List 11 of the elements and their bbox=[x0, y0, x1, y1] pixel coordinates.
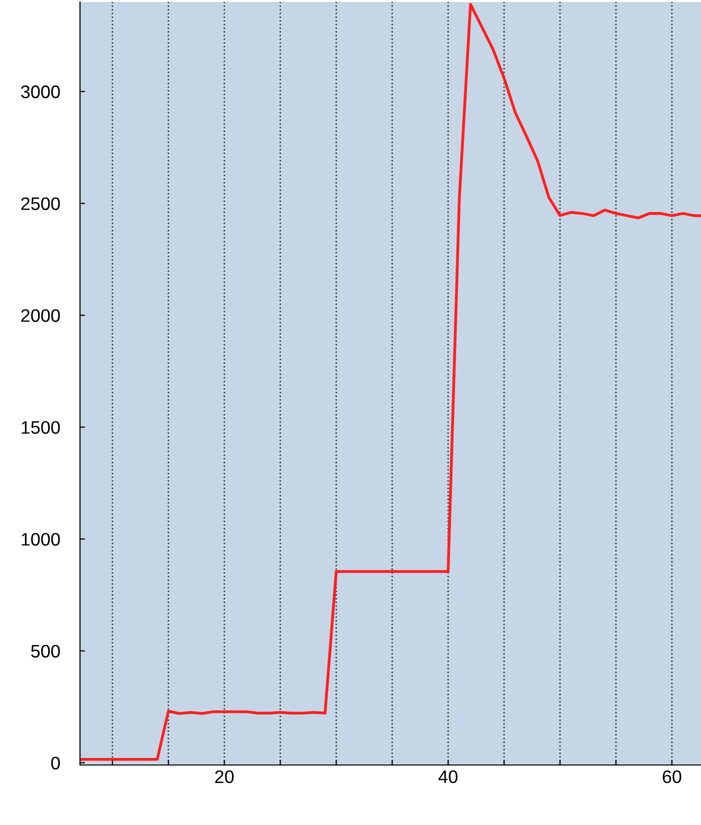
line-series bbox=[80, 2, 701, 761]
x-tick-label: 60 bbox=[662, 770, 682, 784]
y-tick-label: 1000 bbox=[22, 532, 60, 546]
y-tick-label: 1500 bbox=[22, 421, 60, 434]
x-tick-label: 20 bbox=[215, 770, 234, 784]
y-tick-label: 2000 bbox=[21, 309, 60, 322]
y-tick-label: 0 bbox=[51, 756, 60, 770]
y-tick-label: 500 bbox=[31, 644, 60, 658]
y-tick-label: 2500 bbox=[21, 197, 60, 210]
x-tick-label: 40 bbox=[438, 770, 458, 784]
y-tick-label: 3000 bbox=[21, 85, 60, 98]
